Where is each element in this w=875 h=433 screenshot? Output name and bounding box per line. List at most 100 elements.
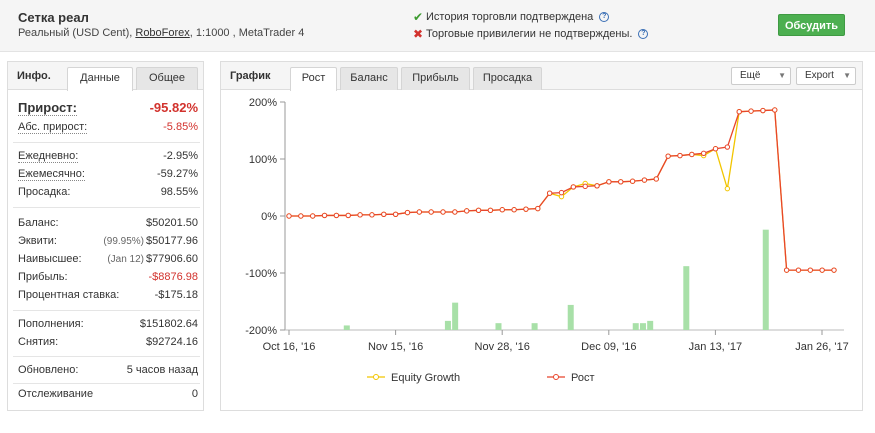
abs-growth-label[interactable]: Абс. прирост: bbox=[18, 121, 88, 134]
growth-point bbox=[819, 267, 825, 273]
growth-point bbox=[618, 179, 624, 185]
info-panel-title: Инфо. bbox=[17, 70, 51, 82]
abs-growth-value: -5.85% bbox=[163, 121, 198, 133]
equity-growth-legend-marker bbox=[373, 374, 379, 380]
growth-point bbox=[760, 107, 766, 114]
y-tick-label: -100% bbox=[245, 268, 277, 280]
volume-bar bbox=[632, 323, 639, 330]
growth-point bbox=[783, 267, 790, 273]
y-tick-label: 200% bbox=[249, 97, 277, 109]
growth-point bbox=[511, 207, 517, 213]
growth-point bbox=[298, 213, 304, 219]
growth-point bbox=[487, 207, 494, 214]
interest-label: Процентная ставка: bbox=[18, 289, 120, 301]
chart-panel-header: График Рост Баланс Прибыль Просадка Ещё ▼… bbox=[221, 62, 862, 91]
growth-point bbox=[357, 212, 363, 218]
drawdown-label: Просадка: bbox=[18, 186, 71, 198]
updated-label: Обновлено: bbox=[18, 364, 79, 376]
daily-label[interactable]: Ежедневно: bbox=[18, 150, 79, 163]
growth-point bbox=[452, 209, 458, 215]
growth-point bbox=[582, 183, 588, 190]
stat-equity: Эквити: (99.95%) $50177.96 bbox=[18, 235, 198, 249]
updated-value: 5 часов назад bbox=[126, 364, 198, 376]
equity-growth-legend-label: Equity Growth bbox=[391, 372, 460, 384]
divider bbox=[13, 383, 200, 384]
growth-point bbox=[475, 207, 482, 214]
growth-point bbox=[712, 146, 719, 152]
stat-daily: Ежедневно: -2.95% bbox=[18, 150, 198, 164]
growth-legend-label: Рост bbox=[571, 372, 595, 384]
monthly-label[interactable]: Ежемесячно: bbox=[18, 168, 85, 181]
broker-link[interactable]: RoboForex bbox=[135, 27, 190, 39]
growth-point bbox=[523, 206, 529, 212]
export-dropdown[interactable]: Export ▼ bbox=[796, 67, 856, 85]
highest-value: $77906.60 bbox=[146, 253, 198, 265]
growth-point bbox=[440, 209, 446, 215]
divider bbox=[13, 310, 200, 311]
stat-updated: Обновлено: 5 часов назад bbox=[18, 364, 198, 378]
account-subtitle: Реальный (USD Cent), RoboForex, 1:1000 ,… bbox=[18, 27, 304, 39]
stat-interest: Процентная ставка: -$175.18 bbox=[18, 289, 198, 303]
stat-withdrawals: Снятия: $92724.16 bbox=[18, 336, 198, 350]
help-icon[interactable]: ? bbox=[599, 12, 610, 22]
stat-drawdown: Просадка: 98.55% bbox=[18, 186, 198, 200]
stat-growth: Прирост: -95.82% bbox=[18, 100, 198, 116]
checkmark-icon: ✔ bbox=[413, 10, 424, 24]
tab-data[interactable]: Данные bbox=[67, 67, 133, 91]
info-panel-header: Инфо. Данные Общее bbox=[8, 62, 203, 91]
discuss-button[interactable]: Обсудить bbox=[778, 14, 845, 36]
x-tick-label: Jan 26, '17 bbox=[795, 341, 848, 353]
deposits-value: $151802.64 bbox=[139, 318, 198, 330]
stat-profit: Прибыль: -$8876.98 bbox=[18, 271, 198, 285]
history-status: ✔ История торговли подтверждена ? bbox=[413, 10, 610, 24]
equity-label: Эквити: bbox=[18, 235, 57, 247]
growth-point bbox=[345, 212, 351, 219]
help-icon[interactable]: ? bbox=[638, 29, 649, 39]
x-tick-label: Jan 13, '17 bbox=[689, 341, 742, 353]
stat-balance: Баланс: $50201.50 bbox=[18, 217, 198, 231]
y-tick-label: 100% bbox=[249, 154, 277, 166]
deposits-label: Пополнения: bbox=[18, 318, 84, 330]
profit-label: Прибыль: bbox=[18, 271, 68, 283]
growth-point bbox=[416, 209, 423, 215]
more-dropdown[interactable]: Ещё ▼ bbox=[731, 67, 791, 85]
growth-point bbox=[700, 150, 707, 156]
drawdown-value: 98.55% bbox=[160, 186, 198, 198]
tab-general[interactable]: Общее bbox=[136, 67, 198, 90]
growth-point bbox=[677, 152, 683, 159]
growth-point bbox=[641, 177, 648, 183]
history-status-text: История торговли подтверждена bbox=[426, 11, 594, 23]
profit-value: -$8876.98 bbox=[148, 271, 198, 283]
growth-point bbox=[606, 179, 612, 185]
cross-icon: ✖ bbox=[413, 27, 424, 41]
highest-label: Наивысшее: bbox=[18, 253, 82, 265]
tab-growth[interactable]: Рост bbox=[290, 67, 337, 91]
volume-bar bbox=[683, 266, 690, 330]
growth-point bbox=[428, 209, 434, 215]
tab-drawdown[interactable]: Просадка bbox=[473, 67, 542, 90]
x-tick-label: Nov 28, '16 bbox=[475, 341, 530, 353]
divider bbox=[13, 142, 200, 143]
volume-bar bbox=[531, 323, 538, 330]
growth-point bbox=[772, 107, 778, 113]
volume-bar bbox=[343, 325, 350, 330]
growth-point bbox=[369, 212, 375, 218]
tab-balance[interactable]: Баланс bbox=[340, 67, 398, 90]
growth-chart[interactable]: 200% 100% 0% -100% -200% Oct 16, '16 Nov 15, '… bbox=[221, 90, 862, 410]
growth-point bbox=[546, 190, 553, 196]
balance-label: Баланс: bbox=[18, 217, 59, 229]
volume-bar bbox=[567, 304, 574, 330]
stat-tracking: Отслеживание 0 bbox=[18, 388, 198, 402]
y-tick-label: -200% bbox=[245, 325, 277, 337]
growth-point bbox=[831, 267, 837, 273]
tracking-label: Отслеживание bbox=[18, 388, 94, 400]
growth-point bbox=[629, 178, 636, 184]
growth-point bbox=[807, 267, 814, 273]
tab-profit[interactable]: Прибыль bbox=[401, 67, 470, 90]
growth-label[interactable]: Прирост: bbox=[18, 100, 77, 116]
growth-point bbox=[381, 211, 387, 217]
highest-value-wrap: (Jan 12) $77906.60 bbox=[107, 253, 198, 265]
volume-bar bbox=[647, 320, 654, 330]
withdrawals-value: $92724.16 bbox=[146, 336, 198, 348]
stat-deposits: Пополнения: $151802.64 bbox=[18, 318, 198, 332]
